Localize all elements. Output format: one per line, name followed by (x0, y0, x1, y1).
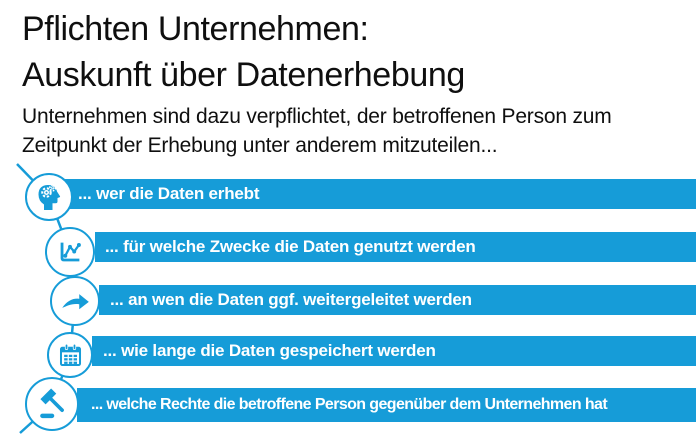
page-title: Pflichten Unternehmen: Auskunft über Dat… (22, 6, 465, 98)
calendar-icon (59, 343, 81, 366)
list-item-storage-duration: ... wie lange die Daten gespeichert werd… (92, 336, 696, 366)
list-item-label: ... wie lange die Daten gespeichert werd… (103, 341, 436, 360)
icon-circle-3 (50, 276, 100, 326)
list-item-who-collects: ... wer die Daten erhebt (62, 179, 696, 209)
list-item-label: ... wer die Daten erhebt (78, 184, 260, 203)
list-item-purpose: ... für welche Zwecke die Daten genutzt … (95, 232, 696, 262)
arrow-right-icon (62, 294, 89, 310)
icon-circle-5 (25, 377, 79, 431)
list-item-label: ... für welche Zwecke die Daten genutzt … (105, 237, 476, 256)
list-item-forwarding: ... an wen die Daten ggf. weitergeleitet… (99, 285, 696, 315)
icon-circle-2 (45, 227, 95, 277)
icon-circle-1 (25, 173, 73, 221)
title-line-2: Auskunft über Datenerhebung (22, 56, 465, 94)
list-item-label: ... welche Rechte die betroffene Person … (91, 396, 608, 413)
gavel-icon (40, 388, 64, 419)
icon-circle-4 (47, 332, 93, 378)
head-gears-icon (38, 184, 61, 210)
subtitle: Unternehmen sind dazu verpflichtet, der … (22, 105, 612, 157)
list-item-label: ... an wen die Daten ggf. weitergeleitet… (110, 290, 472, 309)
title-line-1: Pflichten Unternehmen: (22, 10, 369, 48)
line-chart-icon (60, 242, 81, 262)
list-item-rights: ... welche Rechte die betroffene Person … (77, 388, 696, 422)
